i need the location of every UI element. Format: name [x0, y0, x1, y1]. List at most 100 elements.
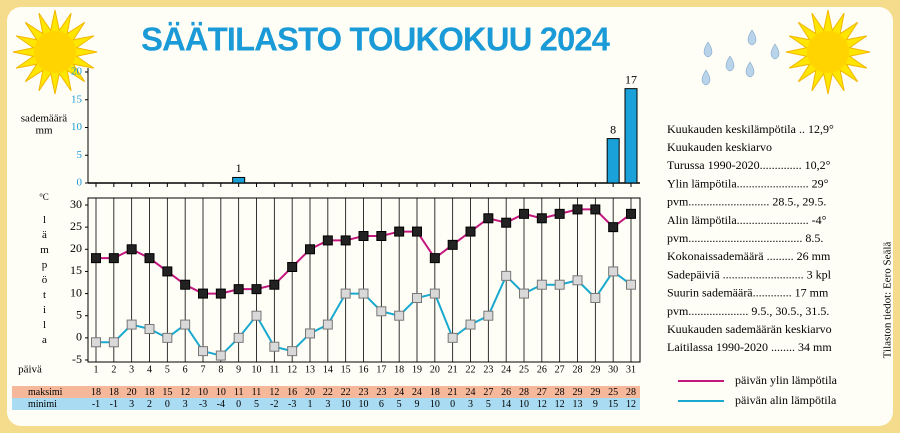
marker	[554, 279, 565, 290]
marker	[465, 319, 476, 330]
marker	[376, 306, 387, 317]
bar-label: 17	[625, 72, 637, 86]
table-row	[12, 398, 640, 410]
x-tick-label: 7	[201, 364, 206, 375]
table-cell: 3	[129, 399, 134, 410]
x-tick-label: 30	[608, 364, 618, 375]
marker	[180, 279, 191, 290]
x-tick-label: 27	[555, 364, 565, 375]
marker	[144, 253, 155, 264]
table-cell: 11	[234, 387, 244, 398]
plot-area	[87, 197, 641, 363]
title: SÄÄTILASTO TOUKOKUU 2024	[141, 21, 611, 58]
marker	[144, 324, 155, 334]
x-tick-label: 2	[111, 364, 116, 375]
table-cell: 18	[145, 387, 155, 398]
marker	[108, 253, 119, 264]
table-cell: 28	[519, 387, 529, 398]
table-cell: 10	[359, 399, 369, 410]
marker	[322, 319, 333, 330]
bar	[624, 88, 638, 184]
y-tick-label: 10	[71, 121, 83, 133]
table-cell: 28	[555, 387, 565, 398]
marker	[572, 275, 583, 286]
marker	[251, 284, 262, 295]
x-tick-label: 28	[573, 364, 583, 375]
table-cell: 3	[325, 399, 330, 410]
table-cell: -3	[288, 399, 296, 410]
marker	[305, 244, 315, 255]
table-cell: 23	[376, 387, 386, 398]
bar	[232, 176, 246, 184]
marker	[340, 288, 351, 299]
marker	[91, 253, 101, 264]
x-tick-label: 6	[183, 364, 188, 375]
marker	[626, 279, 636, 290]
stat-line: Laitilassa 1990-2020 ........ 34 mm	[667, 340, 832, 354]
table-cell: 5	[486, 399, 491, 410]
marker	[108, 337, 119, 348]
table-cell: 18	[91, 387, 101, 398]
x-tick-label: 19	[412, 364, 422, 375]
marker	[501, 217, 512, 228]
marker	[233, 332, 244, 343]
x-tick-label: 29	[590, 364, 600, 375]
marker	[269, 341, 280, 352]
sun-core	[34, 31, 76, 73]
x-tick-label: 22	[466, 364, 476, 375]
marker	[376, 231, 387, 241]
table-cell: 0	[236, 399, 241, 410]
table-row-label: minimi	[28, 399, 57, 410]
y-axis-label: mm	[35, 125, 53, 137]
table-row	[12, 386, 640, 398]
marker	[162, 266, 173, 277]
y-tick-label: 0	[76, 330, 82, 344]
table-cell: 12	[269, 387, 279, 398]
marker	[536, 279, 547, 290]
table-cell: 29	[590, 387, 600, 398]
table-cell: 12	[555, 399, 565, 410]
stat-line: Turussa 1990-2020.............. 10,2°	[667, 158, 831, 172]
x-tick-label: 15	[341, 364, 351, 375]
table-cell: 10	[430, 399, 440, 410]
x-tick-label: 26	[537, 364, 547, 375]
table-cell: 20	[305, 387, 315, 398]
stat-line: Kuukauden sademäärän keskiarvo	[667, 322, 832, 336]
raindrops	[701, 29, 780, 86]
marker	[626, 208, 636, 219]
x-tick-label: 1	[94, 364, 99, 375]
table-cell: 14	[501, 399, 511, 410]
table-cell: 16	[287, 387, 297, 398]
stat-line: pvm.................... 9.5., 30.5., 31.…	[667, 304, 829, 318]
table-cell: 10	[198, 387, 208, 398]
marker	[340, 235, 351, 246]
marker	[519, 288, 529, 299]
marker	[572, 204, 583, 215]
legend-label: päivän ylin lämpötila	[735, 373, 838, 387]
table-cell: 3	[468, 399, 473, 410]
y-tick-label: 15	[71, 93, 83, 105]
marker	[590, 204, 601, 215]
table-cell: 25	[608, 387, 618, 398]
marker	[483, 310, 494, 321]
table-cell: -1	[92, 399, 100, 410]
x-tick-label: 24	[501, 364, 511, 375]
table-cell: 21	[448, 387, 458, 398]
marker	[501, 270, 512, 281]
table-row-label: maksimi	[28, 387, 63, 398]
marker	[287, 262, 298, 272]
y-axis-label: lämpötila	[38, 214, 50, 349]
table-cell: 26	[501, 387, 511, 398]
table-cell: 9	[415, 399, 420, 410]
stat-line: Kuukauden keskiarvo	[667, 140, 772, 154]
y-tick-label: 30	[70, 197, 82, 211]
y-axis-label: °C	[39, 192, 49, 202]
table-cell: 18	[430, 387, 440, 398]
x-tick-label: 8	[218, 364, 223, 375]
table-cell: 24	[394, 387, 404, 398]
marker	[590, 293, 601, 303]
marker	[465, 226, 476, 237]
table-cell: 10	[341, 399, 351, 410]
table-cell: 22	[341, 387, 351, 398]
